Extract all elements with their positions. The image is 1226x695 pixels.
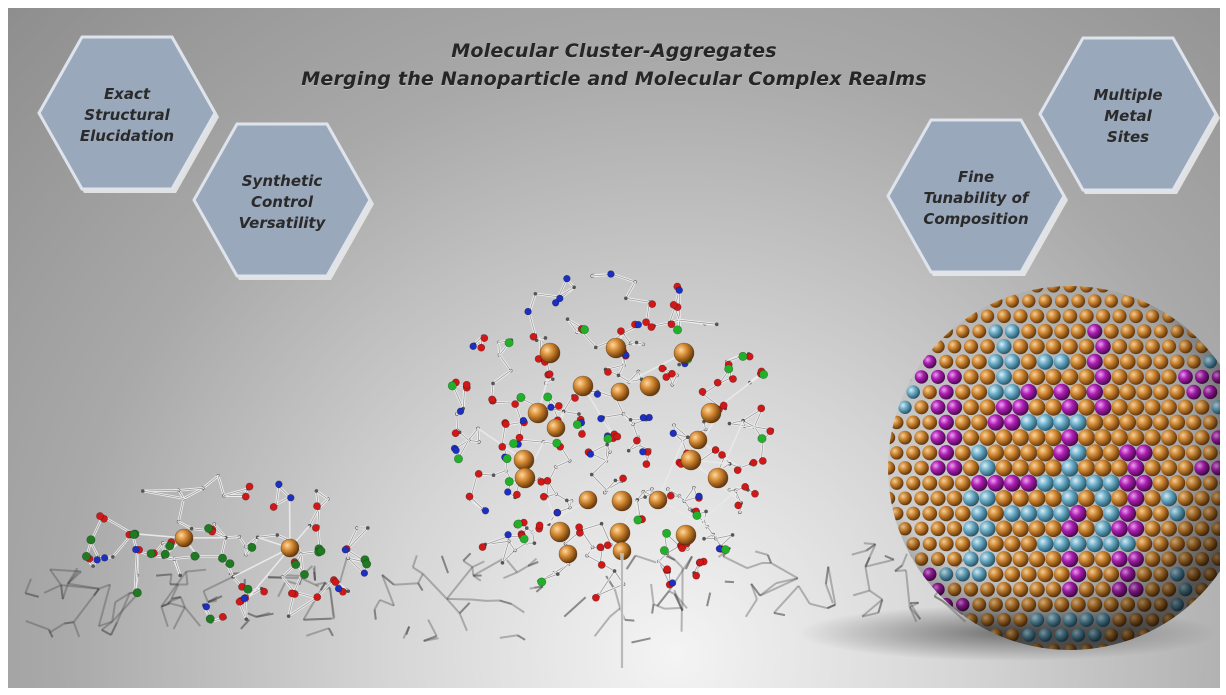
hexagon-shape (886, 118, 1068, 276)
hexagon-label-line: Exact (103, 84, 151, 103)
molecular-scene-illustration (24, 270, 1220, 668)
hexagon-label-line: Composition (923, 209, 1029, 228)
hexagon-label-line: Synthetic (241, 171, 323, 190)
hexagon-label-line: Versatility (238, 213, 326, 232)
hexagon-synthetic-control-versatility: Synthetic Control Versatility (188, 120, 376, 284)
hexagon-shape (192, 122, 374, 280)
hexagon-shape (37, 35, 219, 193)
figure-title-line-1: Molecular Cluster-Aggregates (451, 40, 777, 62)
hexagon-fine-tunability-of-composition: Fine Tunability of Composition (882, 116, 1070, 280)
hexagon-label-line: Elucidation (79, 126, 175, 145)
figure-title-line-2: Merging the Nanoparticle and Molecular C… (301, 68, 927, 90)
hexagon-label-line: Structural (84, 105, 170, 124)
hexagon-label-line: Multiple (1093, 85, 1163, 104)
hexagon-multiple-metal-sites: Multiple Metal Sites (1034, 34, 1220, 198)
hexagon-shape (1038, 36, 1220, 194)
figure-canvas: Molecular Cluster-Aggregates Merging the… (8, 8, 1220, 688)
hexagon-label-line: Tunability of (923, 188, 1029, 207)
hexagon-label-line: Control (250, 192, 313, 211)
hexagon-label-line: Metal (1104, 106, 1152, 125)
hexagon-label-line: Sites (1106, 127, 1150, 146)
hexagon-label-line: Fine (957, 167, 995, 186)
hexagon-exact-structural-elucidation: Exact Structural Elucidation (33, 33, 221, 197)
